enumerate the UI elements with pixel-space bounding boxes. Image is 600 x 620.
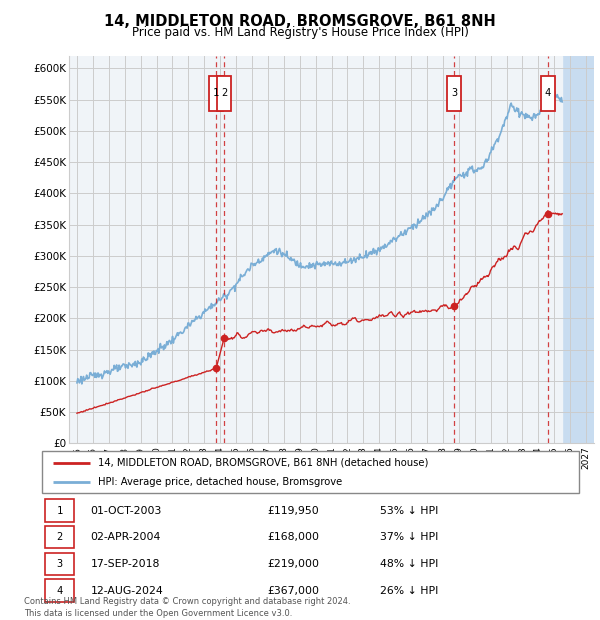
Text: 12-AUG-2024: 12-AUG-2024	[91, 585, 163, 596]
Text: 37% ↓ HPI: 37% ↓ HPI	[380, 532, 439, 542]
Text: £367,000: £367,000	[268, 585, 320, 596]
Text: 2: 2	[56, 532, 62, 542]
Text: 1: 1	[56, 505, 62, 516]
Text: Contains HM Land Registry data © Crown copyright and database right 2024.
This d: Contains HM Land Registry data © Crown c…	[24, 597, 350, 618]
Text: 4: 4	[56, 585, 62, 596]
FancyBboxPatch shape	[44, 499, 74, 522]
FancyBboxPatch shape	[217, 76, 231, 111]
Text: 2: 2	[221, 88, 227, 99]
Text: 26% ↓ HPI: 26% ↓ HPI	[380, 585, 439, 596]
Text: £119,950: £119,950	[268, 505, 319, 516]
Text: 17-SEP-2018: 17-SEP-2018	[91, 559, 160, 569]
Bar	[69, 56, 562, 443]
Text: 3: 3	[451, 88, 457, 99]
Text: 4: 4	[545, 88, 551, 99]
Text: 48% ↓ HPI: 48% ↓ HPI	[380, 559, 439, 569]
Text: £219,000: £219,000	[268, 559, 320, 569]
Text: 1: 1	[213, 88, 219, 99]
FancyBboxPatch shape	[447, 76, 461, 111]
Bar	[562, 56, 594, 443]
Text: Price paid vs. HM Land Registry's House Price Index (HPI): Price paid vs. HM Land Registry's House …	[131, 26, 469, 39]
Text: £168,000: £168,000	[268, 532, 320, 542]
FancyBboxPatch shape	[44, 526, 74, 549]
FancyBboxPatch shape	[42, 451, 579, 493]
Text: 14, MIDDLETON ROAD, BROMSGROVE, B61 8NH (detached house): 14, MIDDLETON ROAD, BROMSGROVE, B61 8NH …	[98, 458, 429, 467]
Text: HPI: Average price, detached house, Bromsgrove: HPI: Average price, detached house, Brom…	[98, 477, 343, 487]
Bar	[562, 56, 594, 443]
FancyBboxPatch shape	[44, 579, 74, 602]
Text: 53% ↓ HPI: 53% ↓ HPI	[380, 505, 439, 516]
FancyBboxPatch shape	[541, 76, 555, 111]
Text: 14, MIDDLETON ROAD, BROMSGROVE, B61 8NH: 14, MIDDLETON ROAD, BROMSGROVE, B61 8NH	[104, 14, 496, 29]
Text: 02-APR-2004: 02-APR-2004	[91, 532, 161, 542]
Text: 01-OCT-2003: 01-OCT-2003	[91, 505, 162, 516]
Text: 3: 3	[56, 559, 62, 569]
FancyBboxPatch shape	[44, 552, 74, 575]
FancyBboxPatch shape	[209, 76, 223, 111]
